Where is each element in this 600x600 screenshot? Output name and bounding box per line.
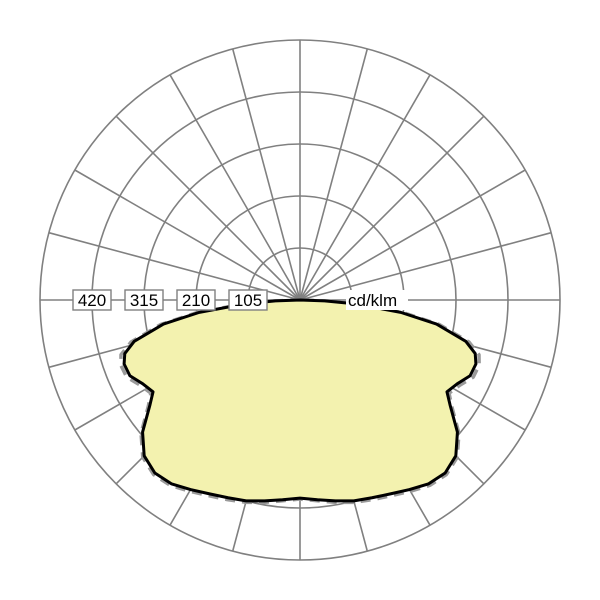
ring-label: 315 xyxy=(130,291,158,310)
distribution-curve-primary xyxy=(124,300,476,501)
polar-light-distribution-chart: 420 315 210 105 cd/klm xyxy=(0,0,600,600)
unit-label: cd/klm xyxy=(348,291,397,310)
ring-label: 210 xyxy=(182,291,210,310)
ring-label: 420 xyxy=(78,291,106,310)
ring-label: 105 xyxy=(234,291,262,310)
